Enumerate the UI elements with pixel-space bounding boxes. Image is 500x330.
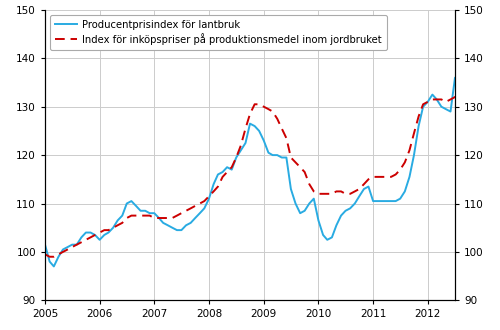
Line: Producentprisindex för lantbruk: Producentprisindex för lantbruk [45,78,500,266]
Line: Index för inköpspriser på produktionsmedel inom jordbruket: Index för inköpspriser på produktionsmed… [45,80,500,257]
Legend: Producentprisindex för lantbruk, Index för inköpspriser på produktionsmedel inom: Producentprisindex för lantbruk, Index f… [50,15,386,50]
